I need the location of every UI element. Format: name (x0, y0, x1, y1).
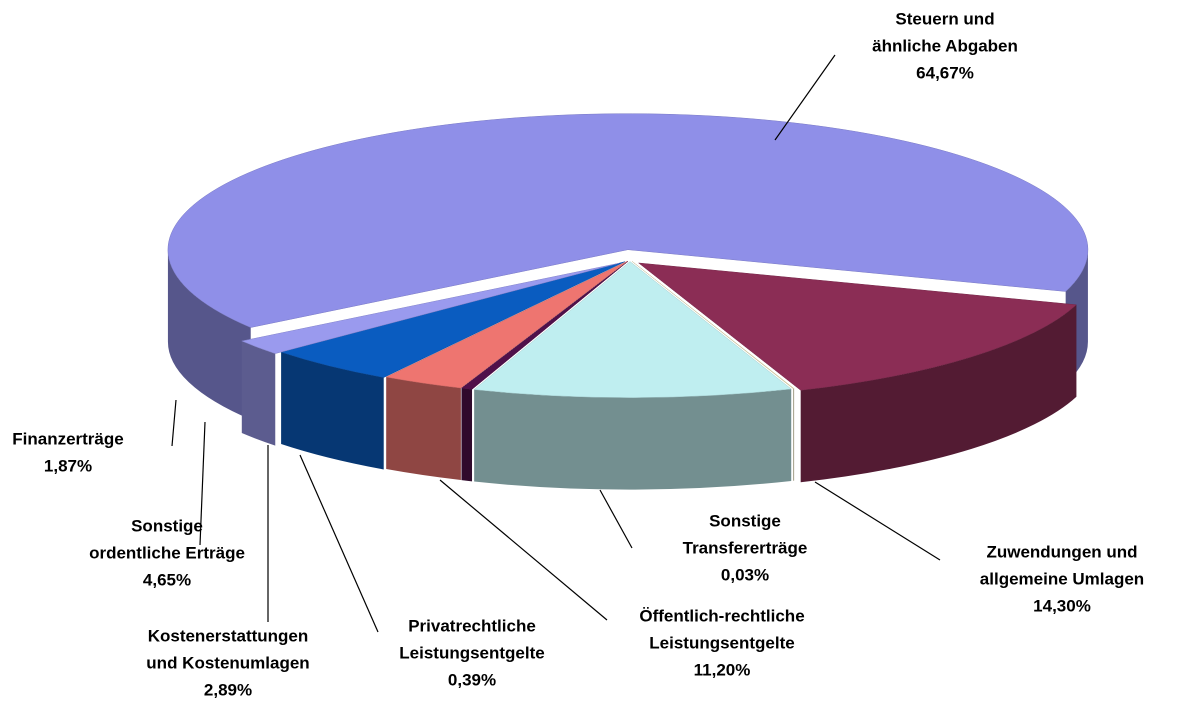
slice-label: Leistungsentgelte (399, 643, 544, 662)
slice-value-label: 14,30% (1033, 596, 1091, 615)
slice-value-label: 0,03% (721, 565, 769, 584)
leader-line (199, 421, 206, 546)
leader-line (299, 454, 379, 633)
leader-line (439, 479, 608, 621)
slice-label: Privatrechtliche (408, 616, 536, 635)
slice (460, 261, 629, 390)
slice-label: ordentliche Erträge (89, 543, 245, 562)
leader-line (814, 481, 941, 561)
leader-line (774, 54, 836, 141)
slice-value-label: 64,67% (916, 63, 974, 82)
slice (240, 262, 620, 354)
slice-label: Sonstige (709, 511, 781, 530)
slice-label: Zuwendungen und (986, 542, 1137, 561)
slice-value-label: 0,39% (448, 670, 496, 689)
slice-label: ähnliche Abgaben (872, 36, 1018, 55)
leader-line (171, 399, 177, 447)
slice-value-label: 4,65% (143, 570, 191, 589)
slice-label: Öffentlich-rechtliche (639, 606, 804, 625)
slice-label: und Kostenumlagen (146, 653, 309, 672)
slice-side (474, 388, 792, 490)
slice-side (167, 249, 251, 420)
slice (473, 261, 792, 398)
slice-label: Sonstige (131, 516, 203, 535)
slice-side (281, 352, 384, 470)
slice-side (386, 377, 461, 481)
slice-value-label: 1,87% (44, 456, 92, 475)
slice (631, 261, 795, 390)
slice-label: Leistungsentgelte (649, 633, 794, 652)
slice-value-label: 11,20% (694, 660, 751, 679)
slice-side (800, 304, 1077, 483)
slice (385, 260, 628, 389)
slice-side (241, 341, 276, 446)
leader-line (599, 489, 633, 549)
slice (167, 113, 1089, 328)
slice-label: Steuern und (895, 9, 994, 28)
slice-value-label: 2,89% (204, 680, 252, 699)
slice-label: Kostenerstattungen (148, 626, 309, 645)
slice (637, 262, 1078, 391)
slice-label: allgemeine Umlagen (980, 569, 1144, 588)
slice-side (793, 388, 795, 481)
slice-label: Transfererträge (683, 538, 808, 557)
slice-side (461, 388, 473, 482)
slice-label: Finanzerträge (12, 429, 123, 448)
